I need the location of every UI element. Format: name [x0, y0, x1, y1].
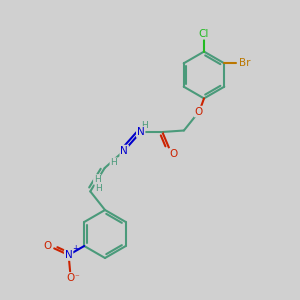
Text: Br: Br	[239, 58, 250, 68]
Text: O: O	[44, 241, 52, 251]
Text: N: N	[120, 146, 128, 156]
Text: N: N	[65, 250, 73, 260]
Text: O: O	[66, 273, 74, 283]
Text: O: O	[195, 106, 203, 117]
Text: H: H	[95, 184, 102, 193]
Text: ⁻: ⁻	[74, 274, 79, 283]
Text: H: H	[94, 175, 101, 184]
Text: +: +	[72, 244, 78, 253]
Text: H: H	[141, 121, 148, 130]
Text: O: O	[169, 149, 178, 159]
Text: Cl: Cl	[199, 28, 209, 39]
Text: N: N	[137, 127, 145, 137]
Text: H: H	[110, 158, 117, 167]
